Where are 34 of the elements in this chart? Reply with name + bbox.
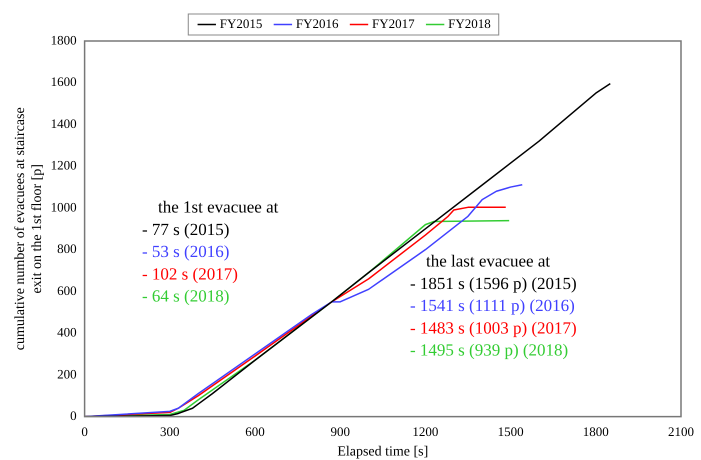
legend-label: FY2018	[448, 16, 491, 31]
y-tick-label: 0	[70, 408, 77, 424]
x-tick-label: 1200	[412, 424, 438, 439]
y-tick-label: 1000	[50, 199, 77, 214]
y-tick-label: 1400	[50, 116, 77, 131]
y-tick-label: 400	[57, 324, 77, 340]
annotation: - 1851 s (1596 p) (2015)	[410, 274, 577, 293]
annotation: the last evacuee at	[426, 251, 550, 270]
y-tick-label: 1200	[50, 158, 77, 173]
y-tick-label: 600	[57, 282, 77, 298]
annotation: - 1483 s (1003 p) (2017)	[410, 318, 577, 338]
annotation: - 53 s (2016)	[142, 242, 230, 262]
x-tick-label: 2100	[668, 424, 694, 439]
annotation: - 77 s (2015)	[142, 220, 230, 239]
x-tick-label: 900	[330, 424, 350, 439]
x-axis-title: Elapsed time [s]	[337, 444, 428, 460]
legend-label: FY2016	[296, 16, 339, 31]
annotation: - 1495 s (939 p) (2018)	[410, 340, 568, 360]
x-tick-label: 0	[81, 424, 88, 439]
y-tick-label: 200	[57, 366, 77, 382]
annotation: - 102 s (2017)	[142, 264, 238, 284]
annotation: - 1541 s (1111 p) (2016)	[410, 296, 575, 316]
y-axis-title: cumulative number of evacuees at staircase exit on the 1st floor [p]	[13, 107, 45, 350]
x-tick-label: 300	[160, 424, 180, 439]
legend-label: FY2017	[372, 16, 416, 31]
x-tick-label: 1800	[582, 424, 609, 439]
annotation: the 1st evacuee at	[158, 197, 279, 216]
y-tick-label: 1800	[50, 32, 77, 48]
annotation: - 64 s (2018)	[142, 286, 230, 306]
y-tick-label: 1600	[50, 74, 77, 90]
legend-label: FY2015	[220, 16, 262, 31]
x-tick-label: 600	[245, 424, 265, 439]
x-tick-label: 1500	[498, 424, 524, 439]
y-tick-label: 800	[57, 241, 77, 256]
